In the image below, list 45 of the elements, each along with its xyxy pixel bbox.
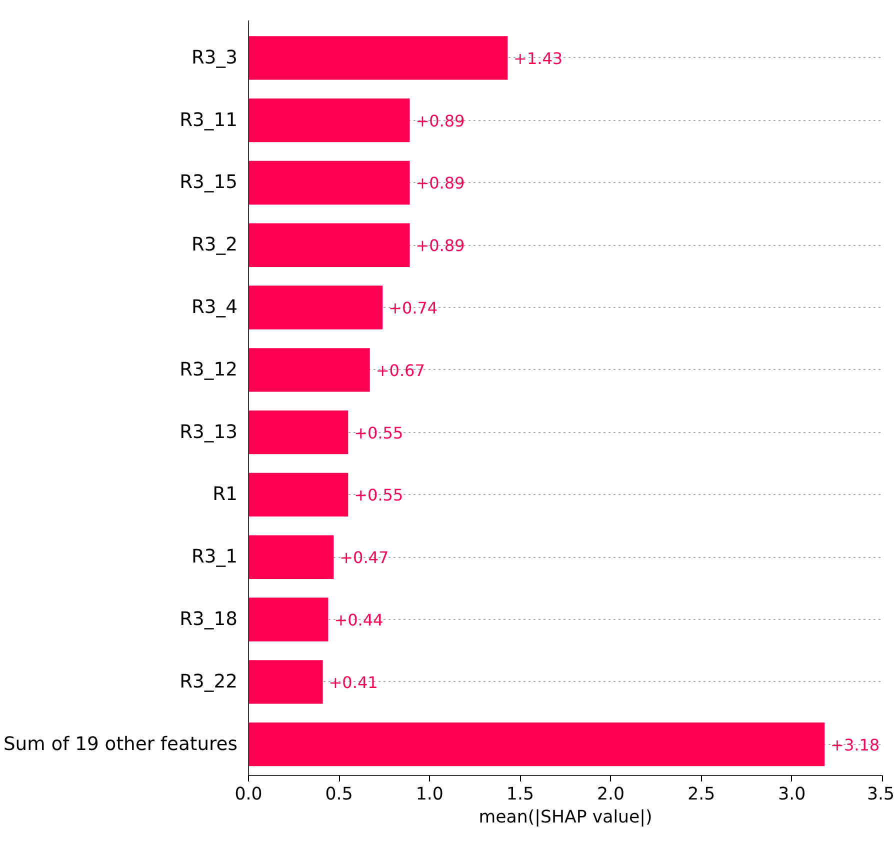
x-tick-label: 3.5: [866, 784, 894, 804]
y-tick-label: R3_3: [191, 47, 238, 68]
data-label: +0.89: [416, 111, 465, 130]
bar: [248, 410, 348, 454]
y-tick-label: R3_18: [180, 609, 238, 630]
x-tick-label: 2.5: [688, 784, 716, 804]
y-tick-label: R3_4: [191, 297, 238, 318]
data-label: +0.67: [376, 360, 425, 380]
bar: [248, 98, 410, 142]
y-tick-label: R3_15: [180, 172, 238, 194]
data-label: +0.44: [334, 610, 384, 630]
x-tick-label: 0.5: [325, 784, 353, 804]
data-label: +1.43: [514, 48, 563, 68]
x-tick-label: 2.0: [597, 784, 625, 804]
bar: [248, 223, 410, 267]
bar: [248, 348, 370, 392]
data-label: +0.55: [354, 486, 404, 505]
bar: [248, 286, 383, 330]
y-tick-label: R3_2: [191, 234, 238, 256]
y-tick-label: R3_22: [180, 671, 238, 692]
y-tick-label: R1: [212, 484, 238, 506]
bar: [248, 535, 334, 579]
x-tick-label: 1.5: [506, 784, 534, 804]
bar: [248, 598, 328, 642]
bar: [248, 660, 323, 704]
data-label: +0.89: [416, 236, 465, 256]
x-tick-label: 0.0: [234, 784, 262, 804]
bar: [248, 160, 410, 205]
y-tick-label: R3_1: [191, 546, 238, 568]
data-label: +0.89: [416, 174, 465, 193]
data-label: +0.47: [340, 548, 389, 568]
x-tick-label: 1.0: [416, 784, 444, 804]
y-tick-label: R3_13: [180, 422, 238, 443]
y-tick-label: R3_12: [180, 359, 238, 380]
data-label: +0.55: [354, 423, 404, 442]
data-label: +0.74: [388, 298, 438, 318]
x-axis-title: mean(|SHAP value|): [478, 808, 652, 828]
y-tick-label: Sum of 19 other features: [3, 734, 238, 755]
bar: [248, 722, 825, 766]
bar: [248, 36, 508, 80]
data-label: +0.41: [328, 672, 378, 692]
y-tick-label: R3_11: [180, 110, 238, 131]
bar: [248, 472, 348, 517]
x-tick-label: 3.0: [778, 784, 806, 804]
data-label: +3.18: [830, 735, 880, 754]
